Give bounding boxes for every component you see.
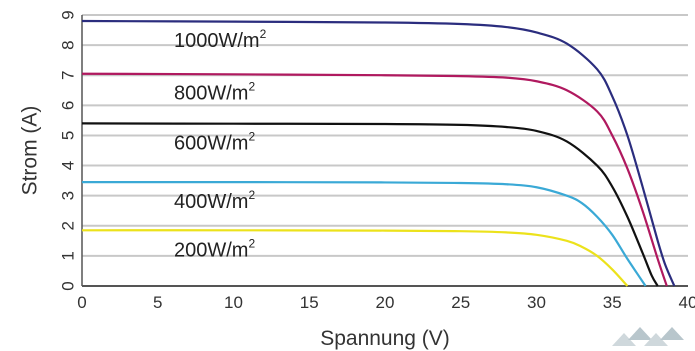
y-tick-label: 2: [59, 221, 78, 230]
y-tick-label: 7: [59, 70, 78, 79]
x-tick-label: 10: [224, 293, 243, 312]
y-tick-label: 3: [59, 191, 78, 200]
series-line-2: [81, 122, 659, 287]
series-line-1: [81, 72, 668, 287]
series-line-4: [81, 229, 629, 287]
y-tick-label: 5: [59, 131, 78, 140]
x-tick-label: 15: [300, 293, 319, 312]
series-line-0: [81, 19, 676, 287]
axes: [81, 15, 688, 287]
series-line-3: [81, 180, 647, 287]
x-tick-label: 5: [153, 293, 162, 312]
y-tick-label: 1: [59, 251, 78, 260]
series-labels: 1000W/m2 800W/m2 600W/m2 400W/m2 200W/m2: [174, 27, 267, 261]
series-label-3: 400W/m2: [174, 188, 255, 213]
y-tick-label: 9: [59, 10, 78, 19]
x-tick-label: 40: [679, 293, 695, 312]
x-tick-label: 0: [77, 293, 86, 312]
y-axis-title: Strom (A): [19, 106, 42, 196]
y-tick-label: 8: [59, 40, 78, 49]
tick-labels: 0 5 10 15 20 25 30 35 40 0 1 2 3 4 5 6 7 8 9: [59, 10, 695, 312]
grid-lines: [82, 14, 688, 257]
series-label-2: 600W/m2: [174, 129, 255, 154]
y-tick-label: 6: [59, 101, 78, 110]
series-label-0: 1000W/m2: [174, 27, 267, 52]
x-tick-label: 25: [451, 293, 470, 312]
y-tick-label: 4: [59, 161, 78, 170]
x-tick-label: 20: [376, 293, 395, 312]
x-axis-title: Spannung (V): [320, 327, 450, 350]
x-tick-label: 35: [603, 293, 622, 312]
corner-logo-mark: [612, 327, 684, 346]
series-lines: [81, 19, 676, 287]
x-tick-label: 30: [527, 293, 546, 312]
y-tick-label: 0: [59, 281, 78, 290]
series-label-4: 200W/m2: [174, 236, 255, 261]
series-label-1: 800W/m2: [174, 80, 255, 105]
